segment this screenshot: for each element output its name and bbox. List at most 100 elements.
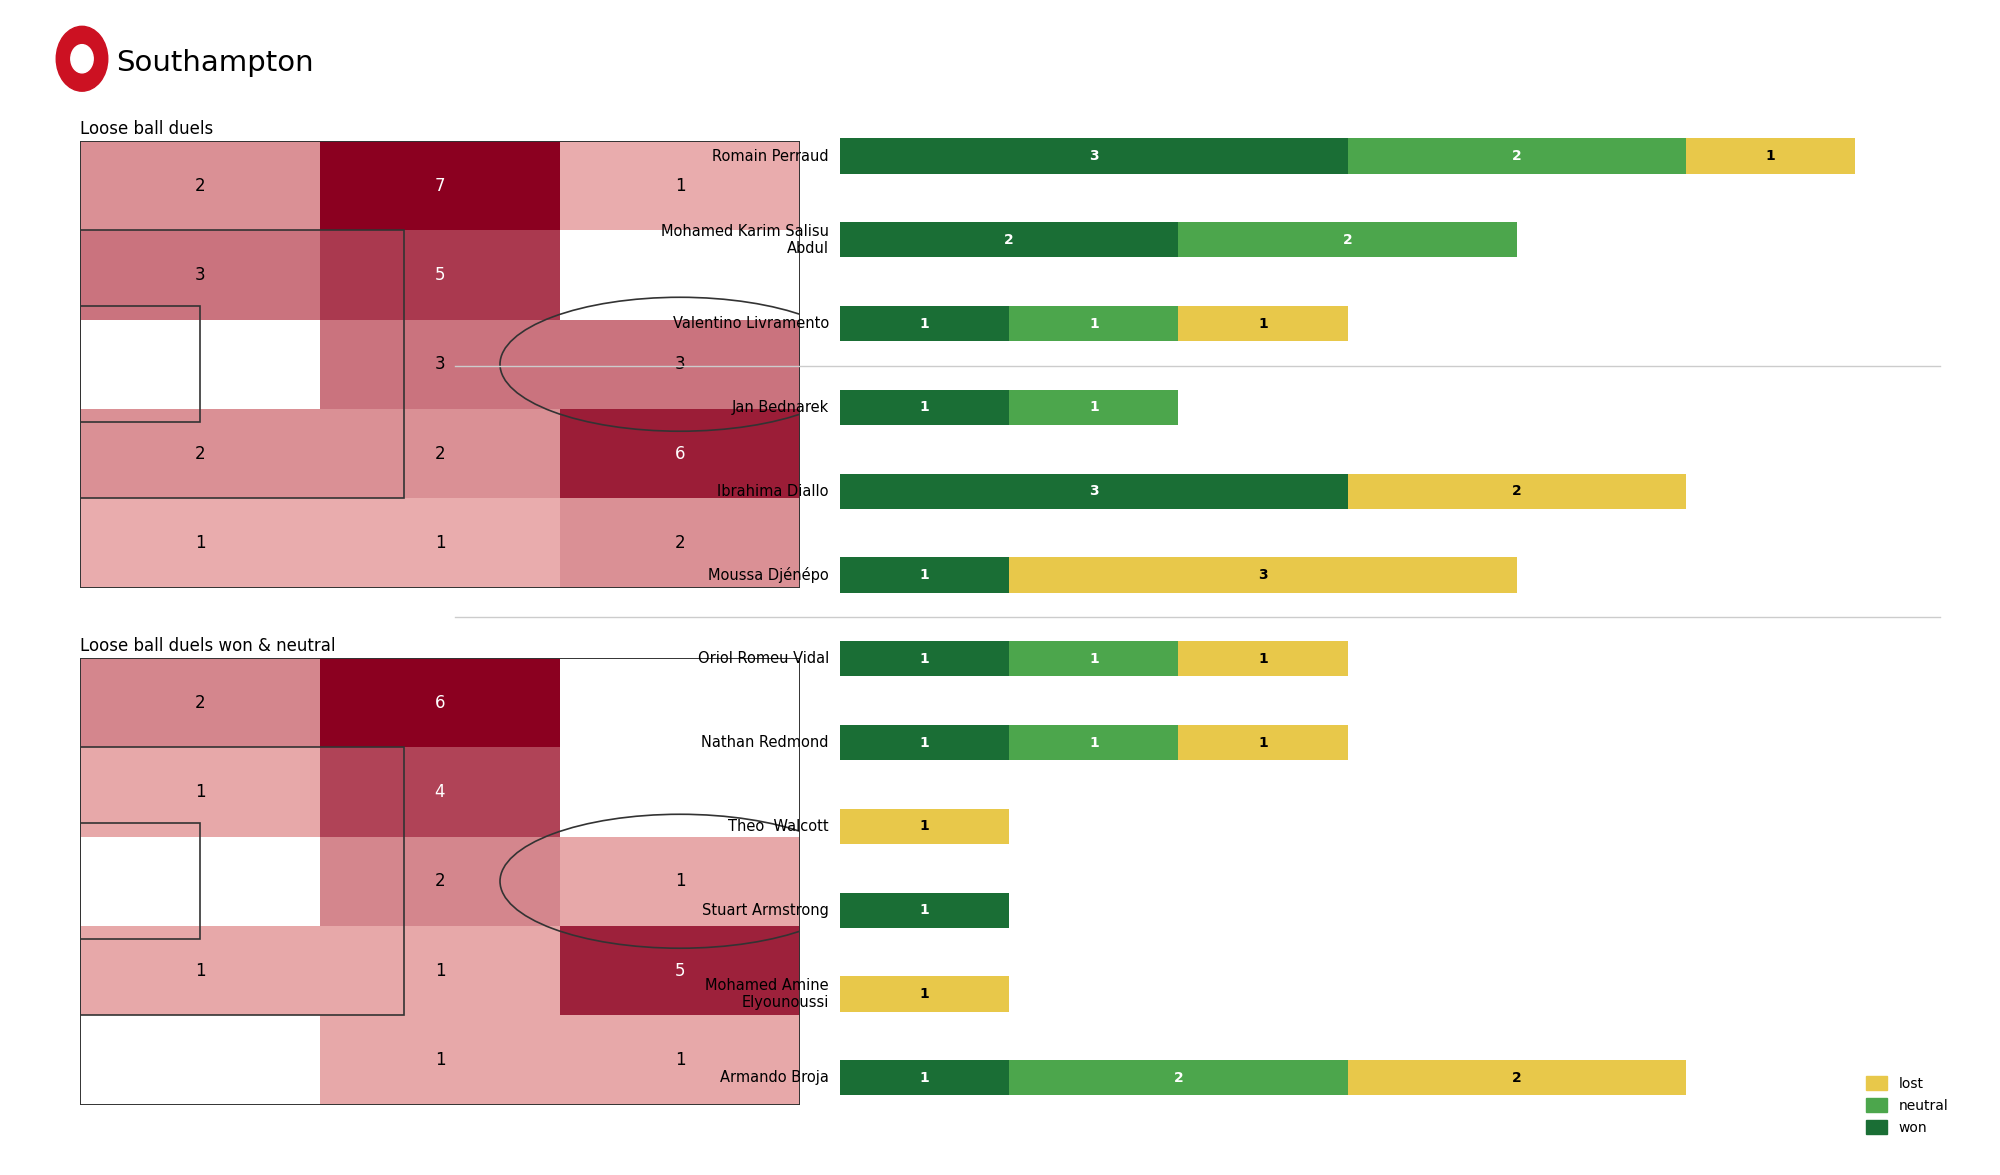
Bar — [1010, 306, 1178, 341]
Bar — [840, 808, 1010, 844]
Bar — [560, 141, 800, 230]
Text: Loose ball duels won & neutral: Loose ball duels won & neutral — [80, 637, 336, 654]
Text: 2: 2 — [674, 533, 686, 552]
Text: 1: 1 — [920, 568, 930, 582]
Text: Loose ball duels: Loose ball duels — [80, 120, 214, 137]
Bar — [840, 139, 1348, 174]
Text: 1: 1 — [674, 176, 686, 195]
Text: 2: 2 — [1512, 149, 1522, 163]
Bar — [80, 1015, 320, 1104]
Text: 6: 6 — [434, 693, 446, 712]
Text: 1: 1 — [434, 961, 446, 980]
Bar — [840, 725, 1010, 760]
Text: 1: 1 — [1258, 736, 1268, 750]
Text: 2: 2 — [434, 872, 446, 891]
Bar — [560, 409, 800, 498]
Text: 6: 6 — [674, 444, 686, 463]
Bar — [320, 837, 560, 926]
Bar — [80, 747, 320, 837]
Bar — [1178, 642, 1348, 677]
Text: 1: 1 — [674, 872, 686, 891]
Text: 2: 2 — [194, 176, 206, 195]
Text: 2: 2 — [1512, 484, 1522, 498]
Text: 2: 2 — [1174, 1070, 1184, 1085]
Bar — [320, 747, 560, 837]
Bar — [560, 926, 800, 1015]
Text: 1: 1 — [194, 783, 206, 801]
Text: 7: 7 — [434, 176, 446, 195]
Text: 1: 1 — [1258, 652, 1268, 666]
Bar — [80, 747, 404, 1015]
Bar — [320, 1015, 560, 1104]
Bar — [80, 926, 320, 1015]
Text: 3: 3 — [1258, 568, 1268, 582]
Bar — [1010, 557, 1516, 592]
Text: 3: 3 — [1090, 149, 1098, 163]
Bar — [320, 320, 560, 409]
Bar — [840, 976, 1010, 1012]
Bar — [1178, 725, 1348, 760]
Text: 1: 1 — [920, 819, 930, 833]
Text: 1: 1 — [1766, 149, 1776, 163]
Bar — [1348, 474, 1686, 509]
Text: 1: 1 — [920, 316, 930, 330]
Bar — [320, 141, 560, 230]
Text: 5: 5 — [674, 961, 686, 980]
Text: 2: 2 — [1512, 1070, 1522, 1085]
Text: 5: 5 — [434, 266, 446, 284]
Text: 3: 3 — [1090, 484, 1098, 498]
Text: 1: 1 — [920, 736, 930, 750]
Bar — [1010, 390, 1178, 425]
Bar — [80, 230, 320, 320]
Bar — [840, 642, 1010, 677]
Text: 1: 1 — [194, 533, 206, 552]
Bar — [1010, 642, 1178, 677]
Text: 1: 1 — [920, 401, 930, 415]
Bar — [1010, 1060, 1348, 1095]
Bar — [1348, 139, 1686, 174]
Bar — [80, 320, 320, 409]
Bar — [320, 926, 560, 1015]
Text: 2: 2 — [1342, 233, 1352, 247]
Bar — [320, 230, 560, 320]
Text: 3: 3 — [434, 355, 446, 374]
Bar — [560, 837, 800, 926]
Bar — [80, 837, 320, 926]
Circle shape — [70, 45, 94, 73]
Bar — [1178, 306, 1348, 341]
Bar — [560, 747, 800, 837]
Bar — [80, 658, 320, 747]
Bar — [560, 1015, 800, 1104]
Text: 2: 2 — [194, 444, 206, 463]
Text: 1: 1 — [920, 1070, 930, 1085]
Bar — [1686, 139, 1856, 174]
Bar — [840, 893, 1010, 928]
Text: Southampton: Southampton — [116, 49, 314, 78]
Bar — [80, 307, 200, 422]
Bar — [1348, 1060, 1686, 1095]
Bar — [80, 409, 320, 498]
Bar — [80, 824, 200, 939]
Bar — [1010, 725, 1178, 760]
Text: 1: 1 — [194, 961, 206, 980]
Text: 1: 1 — [434, 1050, 446, 1069]
Text: 1: 1 — [920, 904, 930, 918]
Text: 1: 1 — [1088, 736, 1098, 750]
Text: 1: 1 — [1088, 652, 1098, 666]
Bar — [80, 498, 320, 588]
Bar — [560, 320, 800, 409]
Text: 1: 1 — [1088, 401, 1098, 415]
Text: 1: 1 — [920, 652, 930, 666]
Text: 2: 2 — [1004, 233, 1014, 247]
Bar — [840, 222, 1178, 257]
Text: 1: 1 — [434, 533, 446, 552]
Text: 4: 4 — [434, 783, 446, 801]
Bar — [560, 230, 800, 320]
Circle shape — [56, 26, 108, 92]
Text: 2: 2 — [434, 444, 446, 463]
Bar — [840, 557, 1010, 592]
Text: 1: 1 — [674, 1050, 686, 1069]
Bar — [840, 1060, 1010, 1095]
Bar — [840, 474, 1348, 509]
Bar — [320, 409, 560, 498]
